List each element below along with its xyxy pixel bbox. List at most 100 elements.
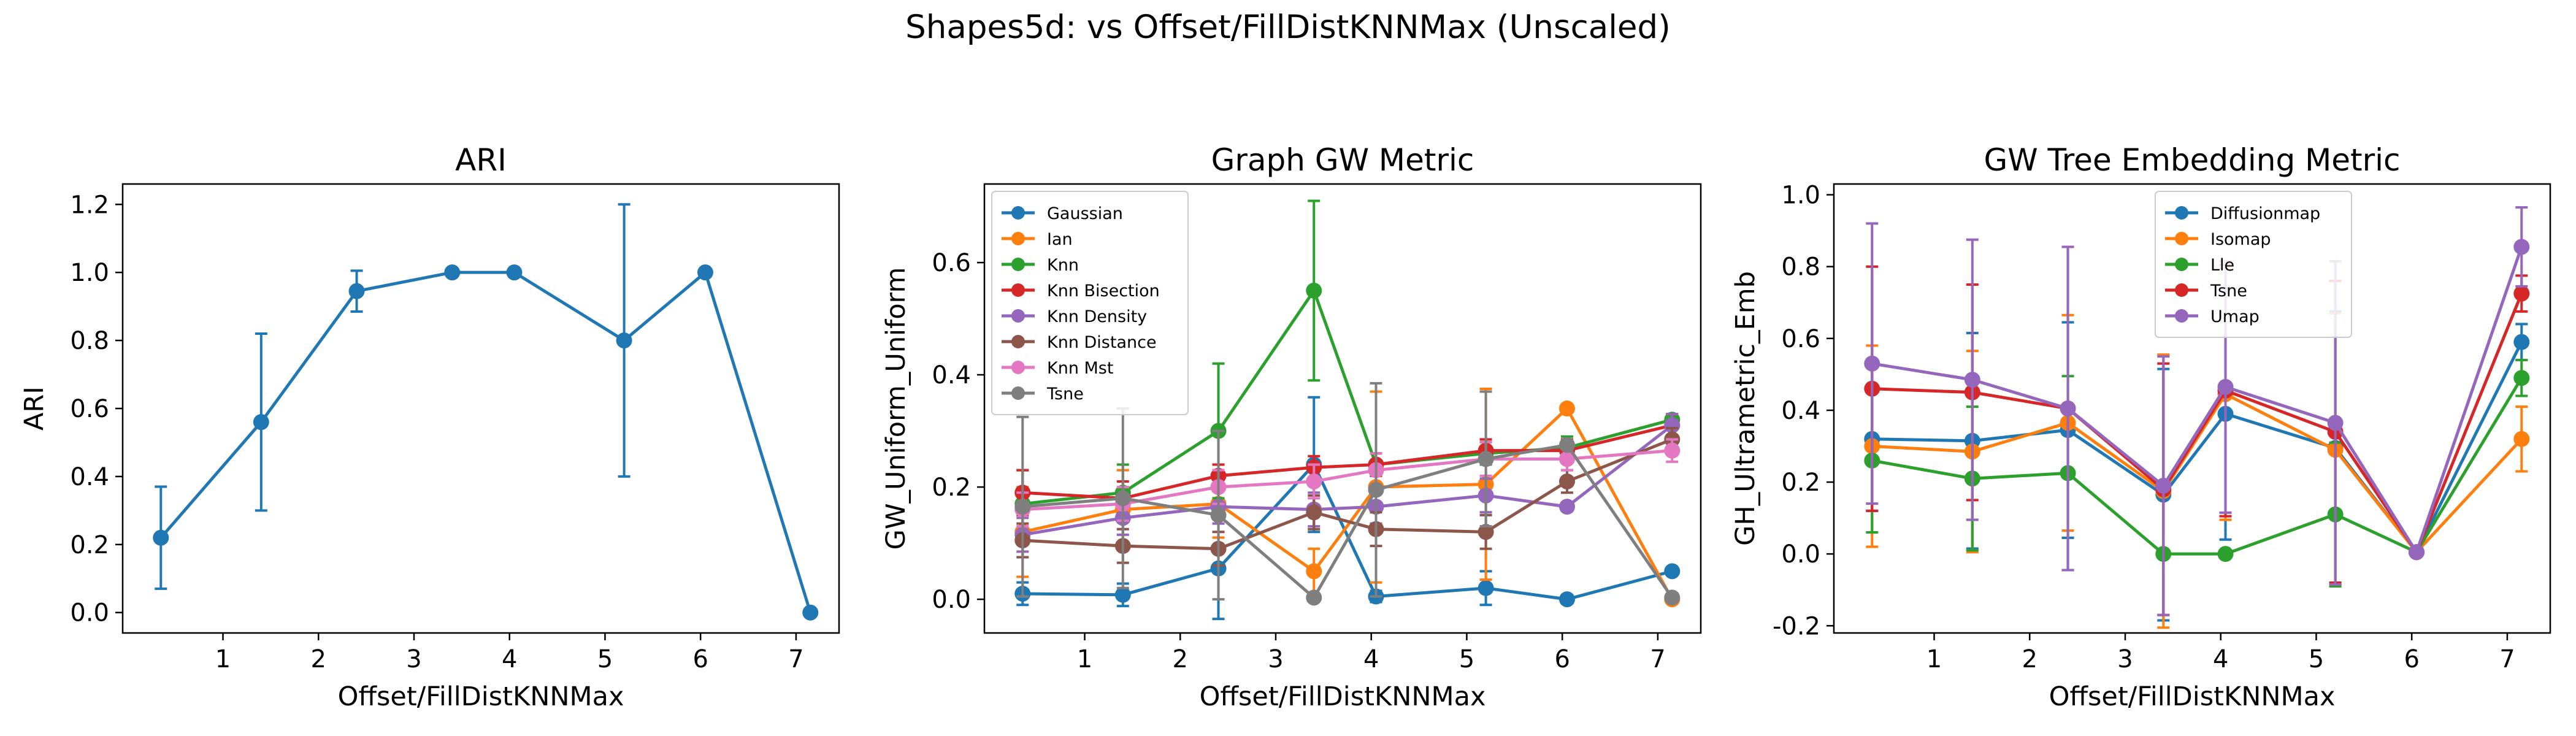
panel-title: GW Tree Embedding Metric <box>1984 142 2400 178</box>
data-point <box>1664 563 1681 580</box>
series-umap <box>1864 206 2530 616</box>
data-point <box>1114 586 1131 603</box>
data-point <box>1558 401 1575 416</box>
x-tick-label: 2 <box>311 645 326 673</box>
y-tick-label: 0.2 <box>70 531 109 559</box>
y-tick-label: 0.6 <box>932 249 971 277</box>
data-point <box>348 283 365 299</box>
data-point <box>2408 544 2425 561</box>
legend-entry: Knn Density <box>1047 307 1147 326</box>
data-point <box>1664 442 1681 459</box>
legend-swatch-marker <box>1011 309 1025 323</box>
data-point <box>1664 589 1681 606</box>
y-tick-label: 0.4 <box>932 361 971 389</box>
y-tick-label: 0.6 <box>1781 325 1820 353</box>
data-point <box>1478 451 1494 467</box>
series-line <box>1871 246 2523 554</box>
legend-entry: Knn <box>1047 256 1079 275</box>
panel-title: ARI <box>455 142 507 178</box>
legend-swatch-marker <box>1011 283 1025 297</box>
data-point <box>2217 378 2234 395</box>
legend-entry: Knn Distance <box>1047 333 1157 352</box>
x-tick-label: 3 <box>1268 645 1283 673</box>
x-tick-label: 4 <box>502 645 517 673</box>
series-line <box>1022 407 1674 600</box>
series-line <box>1871 377 2523 556</box>
y-tick-label: 1.2 <box>70 191 109 219</box>
y-axis-label: ARI <box>19 386 50 431</box>
legend-swatch-marker <box>2175 258 2188 271</box>
data-point <box>1114 490 1131 507</box>
x-tick-label: 7 <box>2499 645 2515 673</box>
legend: Gaussian Ian Knn Knn Bisection Knn Density Kn… <box>991 191 1189 415</box>
legend-swatch-marker <box>2175 283 2188 297</box>
data-point <box>1558 451 1575 467</box>
y-tick-label: 0.8 <box>1781 253 1820 282</box>
series-line <box>159 270 812 613</box>
legend-swatch-marker <box>1011 386 1025 400</box>
y-tick-label: 0.0 <box>932 586 971 614</box>
ari-panel: ARI Offset/FillDistKNNMax ARI 1 2 3 4 5 6 7 0.0… <box>19 142 840 712</box>
data-point <box>2513 334 2530 350</box>
legend-entry: Tsne <box>1046 385 1084 404</box>
x-tick-label: 1 <box>1926 645 1942 673</box>
legend-entry: Ian <box>1047 230 1073 249</box>
data-point <box>1368 481 1384 498</box>
x-tick-label: 5 <box>1459 645 1474 673</box>
data-point <box>2217 546 2234 562</box>
x-axis-label: Offset/FillDistKNNMax <box>2049 681 2336 712</box>
series-main <box>153 203 819 621</box>
y-axis-label: GH_Ultrametric_Emb <box>1730 271 1761 546</box>
x-tick-label: 6 <box>692 645 708 673</box>
figure-title: Shapes5d: vs Offset/FillDistKNNMax (Unsc… <box>905 9 1671 46</box>
series-line <box>1022 424 1673 537</box>
data-point <box>2327 415 2344 431</box>
data-point <box>1306 589 1322 606</box>
panel-title: Graph GW Metric <box>1211 142 1474 178</box>
gw-tree-embedding-panel: GW Tree Embedding Metric Offset/FillDist… <box>1730 142 2551 712</box>
series-tsne <box>1014 381 1681 606</box>
legend-swatch-marker <box>2175 232 2188 245</box>
graph-gw-metric-panel: Graph GW Metric Offset/FillDistKNNMax GW… <box>881 142 1702 712</box>
y-axis-label: GW_Uniform_Uniform <box>881 267 911 550</box>
y-tick-label: 1.0 <box>1781 182 1820 210</box>
x-axis-label: Offset/FillDistKNNMax <box>1200 681 1486 712</box>
legend-swatch-marker <box>1011 361 1025 374</box>
x-tick-label: 1 <box>1077 645 1092 673</box>
data-point <box>1478 580 1494 596</box>
legend-swatch-marker <box>2175 309 2188 323</box>
y-tick-label: 0.4 <box>1781 397 1820 425</box>
data-point <box>2513 431 2530 447</box>
data-point <box>1558 499 1575 515</box>
data-point <box>2513 370 2530 386</box>
x-tick-label: 1 <box>215 645 231 673</box>
data-point <box>2513 285 2530 302</box>
x-tick-label: 5 <box>2309 645 2324 673</box>
legend-entry: Gaussian <box>1047 204 1123 223</box>
data-point <box>444 264 461 281</box>
legend-swatch-marker <box>1011 258 1025 271</box>
y-tick-label: -0.2 <box>1773 612 1820 640</box>
legend: Diffusionmap Isomap Lle Tsne Umap <box>2155 191 2352 338</box>
data-point <box>1306 473 1322 489</box>
data-point <box>253 414 269 431</box>
x-tick-label: 7 <box>788 645 803 673</box>
data-point <box>153 529 169 546</box>
data-point <box>1558 437 1575 453</box>
y-tick-label: 1.0 <box>70 259 109 287</box>
data-point <box>1306 282 1322 299</box>
y-tick-label: 0.2 <box>1781 469 1820 497</box>
x-axis-label: Offset/FillDistKNNMax <box>338 681 624 712</box>
series-line <box>1022 438 1673 551</box>
data-point <box>1014 499 1031 515</box>
data-point <box>1558 591 1575 608</box>
y-tick-label: 0.8 <box>70 327 109 355</box>
legend-box <box>2155 191 2352 338</box>
y-tick-label: 0.0 <box>70 599 109 627</box>
data-point <box>1306 563 1322 580</box>
data-point <box>2155 477 2172 494</box>
legend-entry: Lle <box>2210 256 2234 275</box>
legend-swatch-marker <box>1011 206 1025 220</box>
plot-frame <box>1833 183 2551 634</box>
